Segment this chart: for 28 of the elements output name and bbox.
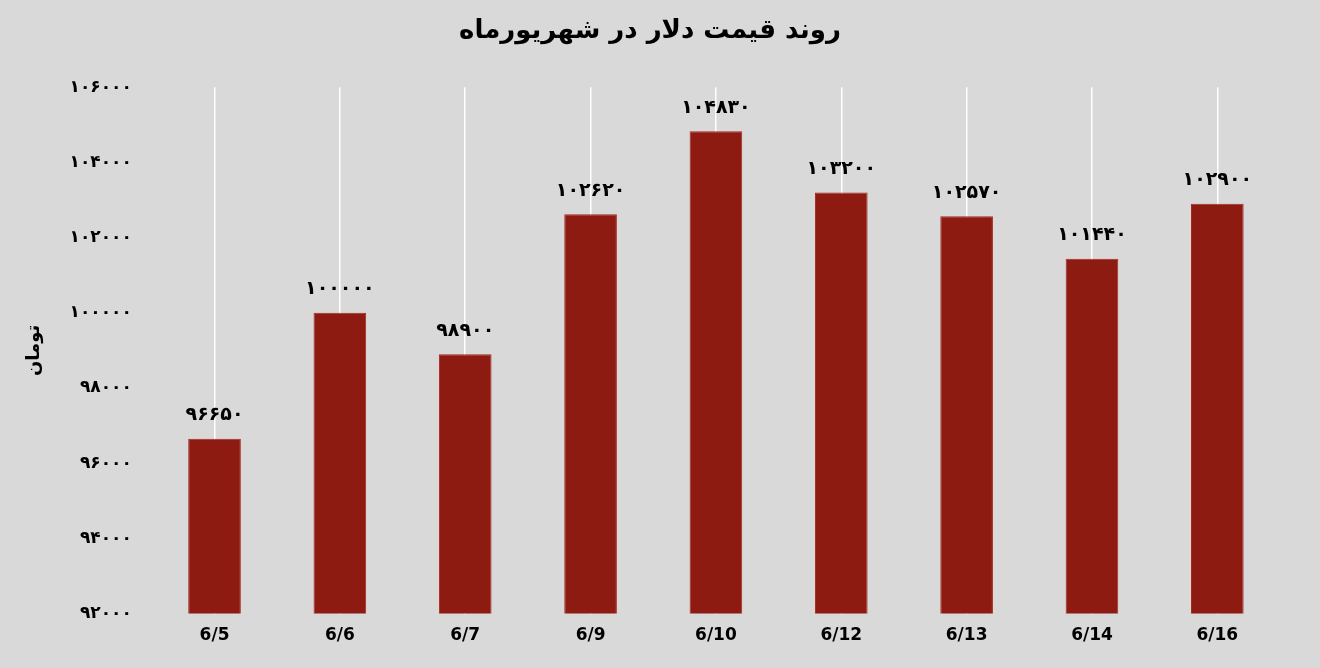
data-label: ۱۰۲۵۷۰ <box>931 179 1002 202</box>
y-tick-label: ۱۰۴۰۰۰ <box>69 150 132 171</box>
data-label: ۹۶۶۵۰ <box>185 402 244 425</box>
x-tick-label: 6/12 <box>820 624 863 645</box>
x-tick-label: 6/6 <box>324 624 355 645</box>
x-tick-label: 6/13 <box>945 624 988 645</box>
x-tick-label: 6/7 <box>450 624 481 645</box>
chart-title: روند قیمت دلار در شهریورماه <box>459 14 841 46</box>
y-tick-label: ۹۶۰۰۰ <box>79 451 132 472</box>
y-axis-title: تومان <box>22 324 45 377</box>
data-label: ۱۰۳۲۰۰ <box>806 155 877 178</box>
y-tick-label: ۱۰۲۰۰۰ <box>69 226 132 247</box>
y-tick-label: ۹۲۰۰۰ <box>79 602 132 623</box>
data-label: ۹۸۹۰۰ <box>436 317 495 340</box>
x-tick-label: 6/9 <box>575 624 606 645</box>
y-tick-label: ۱۰۰۰۰۰ <box>69 301 132 322</box>
y-tick-label: ۱۰۶۰۰۰ <box>69 75 132 96</box>
x-tick-label: 6/5 <box>199 624 230 645</box>
data-label: ۱۰۰۰۰۰ <box>305 276 375 299</box>
data-label: ۱۰۲۶۲۰ <box>555 177 626 200</box>
x-tick-label: 6/10 <box>695 624 737 645</box>
data-label: ۱۰۱۴۴۰ <box>1057 222 1127 245</box>
data-label: ۱۰۴۸۳۰ <box>681 94 751 117</box>
y-tick-label: ۹۸۰۰۰ <box>79 376 132 397</box>
x-tick-label: 6/14 <box>1071 624 1113 645</box>
x-tick-label: 6/16 <box>1196 624 1239 645</box>
data-label: ۱۰۲۹۰۰ <box>1182 167 1253 190</box>
y-tick-label: ۹۴۰۰۰ <box>79 526 132 547</box>
